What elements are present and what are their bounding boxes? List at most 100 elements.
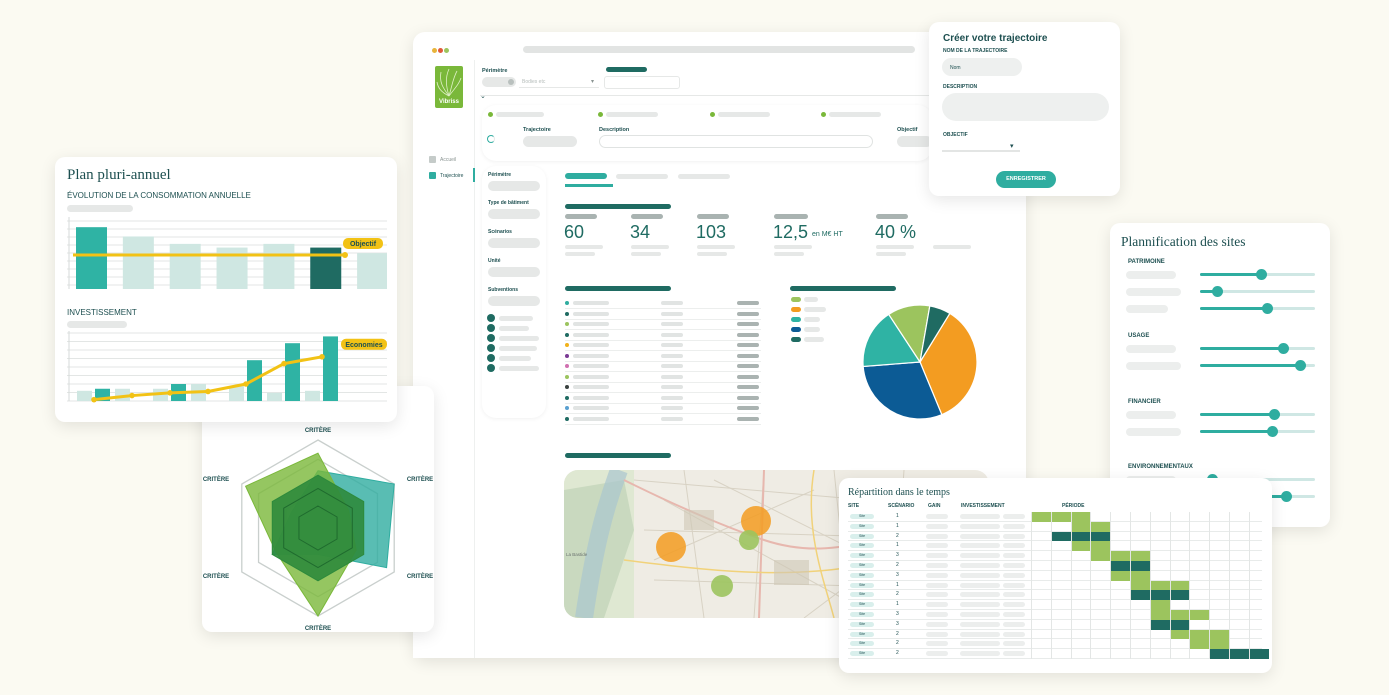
list-cell: [661, 322, 683, 326]
list-row[interactable]: [565, 311, 761, 320]
gantt-cell: [1050, 570, 1071, 581]
close-window-dot[interactable]: [432, 48, 437, 53]
slider-knob[interactable]: [1281, 491, 1293, 502]
gantt-scenario: 1: [896, 601, 899, 608]
filter-input[interactable]: [488, 238, 540, 248]
list-cell: [737, 322, 759, 326]
list-row[interactable]: [565, 300, 761, 309]
list-row[interactable]: [565, 321, 761, 330]
slider-knob[interactable]: [1212, 286, 1224, 297]
gantt-cell: [1209, 639, 1229, 650]
subvention-checkbox[interactable]: [487, 354, 495, 362]
list-row[interactable]: [565, 384, 761, 393]
list-row[interactable]: [565, 342, 761, 351]
gantt-cell: [1090, 551, 1111, 561]
planification-slider[interactable]: [1200, 303, 1315, 314]
gantt-cell: [1149, 590, 1170, 601]
subvention-checkbox[interactable]: [487, 364, 495, 372]
gantt-cell: [1189, 600, 1209, 610]
gantt-cell: [1110, 521, 1130, 532]
slider-knob[interactable]: [1268, 409, 1280, 420]
list-dot: [565, 343, 569, 347]
gantt-cell: [1110, 639, 1130, 650]
planification-slider[interactable]: [1200, 269, 1315, 280]
list-row[interactable]: [565, 353, 761, 362]
gantt-row[interactable]: Site 2: [848, 629, 1262, 640]
gantt-row[interactable]: Site 1: [848, 600, 1262, 610]
planification-slider[interactable]: [1200, 286, 1315, 297]
tab-2[interactable]: [616, 174, 668, 179]
expand-chevron-icon[interactable]: ⌄: [480, 93, 486, 100]
gantt-row[interactable]: Site 2: [848, 531, 1262, 542]
filter-input[interactable]: [488, 267, 540, 277]
list-row[interactable]: [565, 363, 761, 372]
gantt-row[interactable]: Site 3: [848, 610, 1262, 620]
subvention-checkbox[interactable]: [487, 334, 495, 342]
gantt-site: Site: [850, 592, 874, 598]
gantt-cell: [1149, 639, 1170, 650]
planification-slider[interactable]: [1200, 426, 1315, 437]
filter-input[interactable]: [488, 209, 540, 219]
gantt-row[interactable]: Site 3: [848, 619, 1262, 630]
description-field[interactable]: [599, 135, 873, 148]
gantt-row[interactable]: Site 1: [848, 512, 1262, 522]
gantt-cell: [1229, 551, 1249, 561]
slider-knob[interactable]: [1267, 426, 1279, 437]
objectif-select[interactable]: ▾: [942, 142, 1020, 152]
gantt-row[interactable]: Site 2: [848, 649, 1269, 659]
subvention-checkbox[interactable]: [487, 344, 495, 352]
gantt-row[interactable]: Site 2: [848, 561, 1262, 571]
maximize-window-dot[interactable]: [444, 48, 449, 53]
list-cell: [573, 311, 609, 316]
planification-slider[interactable]: [1200, 360, 1315, 371]
list-row[interactable]: [565, 405, 761, 414]
perimetre-toggle[interactable]: [482, 77, 516, 87]
planification-slider[interactable]: [1200, 409, 1315, 420]
tab-3[interactable]: [678, 174, 730, 179]
gantt-row[interactable]: Site 1: [848, 580, 1262, 591]
filter-input[interactable]: [488, 296, 540, 306]
gantt-row[interactable]: Site 1: [848, 521, 1262, 532]
pie-legend-label: [804, 327, 820, 332]
subvention-checkbox[interactable]: [487, 324, 495, 332]
minimize-window-dot[interactable]: [438, 48, 443, 53]
tab-1[interactable]: [565, 173, 607, 179]
gantt-row[interactable]: Site 3: [848, 551, 1262, 561]
list-cell: [573, 343, 609, 347]
slider-knob[interactable]: [1255, 269, 1267, 280]
slider-knob[interactable]: [1295, 360, 1307, 371]
gantt-row[interactable]: Site 3: [848, 570, 1262, 581]
top-input[interactable]: [604, 76, 680, 89]
tab-active-label[interactable]: [606, 67, 647, 72]
description-textarea[interactable]: [942, 93, 1109, 121]
filter-input[interactable]: [488, 181, 540, 191]
gantt-cell: [1248, 590, 1269, 601]
slider-knob[interactable]: [1277, 343, 1289, 354]
subvention-checkbox[interactable]: [487, 314, 495, 322]
savings-point: [167, 390, 173, 396]
slider-knob[interactable]: [1261, 303, 1273, 314]
name-input[interactable]: Nom: [942, 58, 1022, 76]
list-dot: [565, 374, 569, 379]
list-cell: [573, 395, 609, 400]
list-row[interactable]: [565, 416, 761, 425]
gantt-row[interactable]: Site 1: [848, 541, 1262, 552]
kpi-caption: [933, 245, 971, 249]
kpi-caption: [876, 252, 906, 256]
gantt-row[interactable]: Site 2: [848, 590, 1262, 601]
planification-slider[interactable]: [1200, 343, 1315, 354]
list-row[interactable]: [565, 374, 761, 383]
list-row[interactable]: [565, 332, 761, 341]
list-cell: [737, 416, 759, 421]
trajectoire-field[interactable]: [523, 136, 577, 147]
objectif-field[interactable]: [897, 136, 932, 147]
gantt-gain: [926, 543, 948, 549]
perimetre-select[interactable]: Bodies etc ▾: [519, 76, 599, 88]
list-row[interactable]: [565, 395, 761, 404]
pie-legend-label: [804, 307, 826, 312]
objectif-label: OBJECTIF: [943, 132, 968, 138]
step-label: [496, 112, 544, 117]
save-button[interactable]: ENREGISTRER: [996, 171, 1056, 188]
gantt-row[interactable]: Site 2: [848, 639, 1262, 650]
address-bar[interactable]: [523, 46, 915, 53]
